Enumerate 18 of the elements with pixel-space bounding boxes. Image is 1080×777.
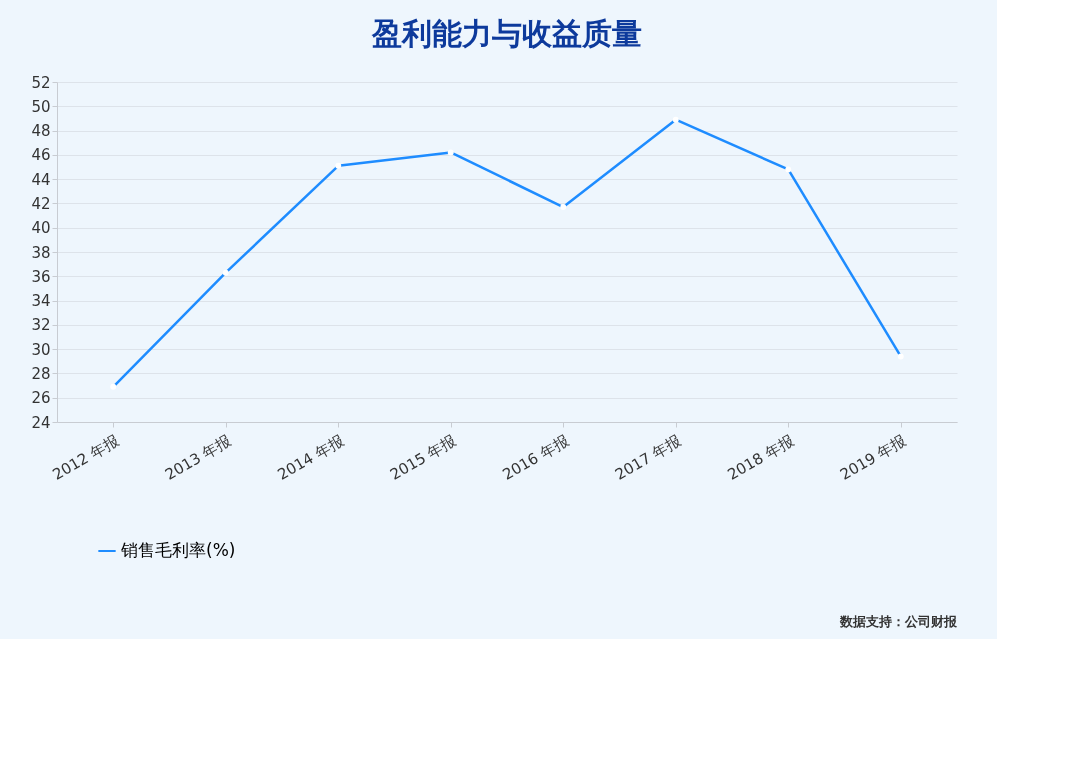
y-tick-label: 34 (31, 292, 51, 311)
y-tick-label: 36 (31, 267, 51, 286)
y-tick-label: 52 (31, 73, 51, 92)
y-tick-label: 50 (31, 97, 51, 116)
y-tick-label: 40 (31, 219, 51, 238)
text: 数据支持：公司财报 (839, 614, 958, 629)
y-tick-label: 26 (31, 389, 51, 408)
legend-label: 销售毛利率(%) (120, 540, 236, 560)
y-tick-label: 44 (31, 170, 51, 189)
y-tick-label: 42 (31, 194, 51, 213)
y-tick-label: 32 (31, 316, 51, 335)
y-tick-label: 48 (31, 122, 51, 141)
y-tick-label: 46 (31, 146, 51, 165)
y-tick-label: 38 (31, 243, 51, 262)
chart-title: 盈利能力与收益质量 (371, 16, 642, 51)
y-tick-label: 30 (31, 340, 51, 359)
y-tick-label: 28 (31, 364, 51, 383)
y-tick-label: 24 (31, 413, 51, 432)
